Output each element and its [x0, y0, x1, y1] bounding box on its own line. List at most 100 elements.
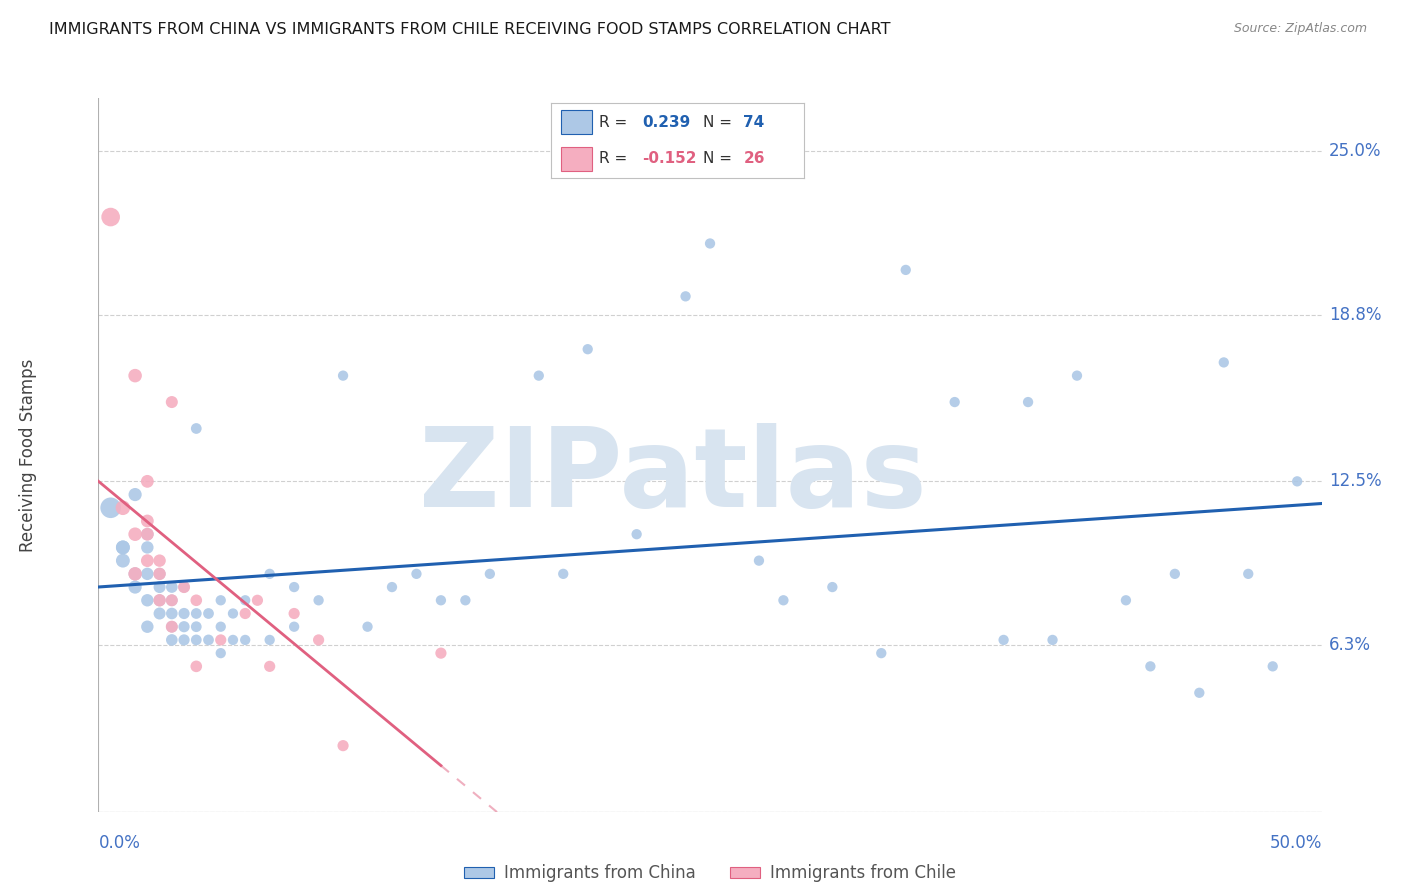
- Point: [186, 620, 208, 634]
- Point: [222, 607, 245, 621]
- Point: [124, 527, 146, 541]
- Text: 18.8%: 18.8%: [1329, 306, 1381, 324]
- Point: [430, 593, 453, 607]
- Point: [943, 395, 966, 409]
- Point: [233, 593, 256, 607]
- Text: 0.239: 0.239: [643, 115, 690, 130]
- Point: [870, 646, 893, 660]
- Point: [209, 646, 232, 660]
- Point: [173, 632, 195, 647]
- Point: [160, 607, 183, 621]
- Point: [149, 554, 172, 568]
- Text: R =: R =: [599, 115, 633, 130]
- Text: ZIPatlas: ZIPatlas: [419, 423, 927, 530]
- Text: 6.3%: 6.3%: [1329, 636, 1371, 654]
- Point: [233, 607, 256, 621]
- Point: [111, 500, 134, 515]
- Point: [626, 527, 648, 541]
- Point: [209, 632, 232, 647]
- Point: [894, 263, 917, 277]
- Legend: Immigrants from China, Immigrants from Chile: Immigrants from China, Immigrants from C…: [458, 858, 962, 889]
- Point: [160, 395, 183, 409]
- Point: [1188, 686, 1211, 700]
- Point: [356, 620, 378, 634]
- Point: [576, 342, 599, 356]
- Point: [173, 580, 195, 594]
- Point: [308, 632, 330, 647]
- Point: [149, 593, 172, 607]
- Point: [160, 632, 183, 647]
- Point: [136, 566, 159, 581]
- Point: [332, 739, 354, 753]
- Point: [381, 580, 404, 594]
- Point: [993, 632, 1015, 647]
- Point: [821, 580, 844, 594]
- Point: [124, 566, 146, 581]
- Point: [197, 632, 219, 647]
- Point: [1237, 566, 1260, 581]
- Point: [1066, 368, 1088, 383]
- Text: R =: R =: [599, 151, 633, 166]
- Point: [283, 580, 305, 594]
- Point: [1286, 475, 1309, 489]
- Text: N =: N =: [703, 115, 737, 130]
- Text: 74: 74: [744, 115, 765, 130]
- Point: [173, 580, 195, 594]
- Point: [111, 541, 134, 555]
- Point: [186, 421, 208, 435]
- Point: [527, 368, 550, 383]
- Text: N =: N =: [703, 151, 737, 166]
- Point: [100, 500, 122, 515]
- Point: [160, 593, 183, 607]
- Point: [1042, 632, 1064, 647]
- Point: [149, 580, 172, 594]
- Text: 26: 26: [744, 151, 765, 166]
- Point: [124, 487, 146, 501]
- Point: [1017, 395, 1039, 409]
- Point: [160, 580, 183, 594]
- Point: [136, 514, 159, 528]
- Point: [124, 580, 146, 594]
- Point: [136, 620, 159, 634]
- Text: -0.152: -0.152: [643, 151, 696, 166]
- Bar: [561, 146, 592, 171]
- Point: [259, 566, 281, 581]
- Point: [124, 368, 146, 383]
- Point: [675, 289, 697, 303]
- Text: 12.5%: 12.5%: [1329, 473, 1381, 491]
- Point: [1261, 659, 1284, 673]
- Point: [186, 593, 208, 607]
- Point: [283, 607, 305, 621]
- Point: [233, 632, 256, 647]
- Point: [111, 541, 134, 555]
- Point: [308, 593, 330, 607]
- Point: [186, 607, 208, 621]
- Point: [283, 620, 305, 634]
- Point: [149, 607, 172, 621]
- Point: [186, 632, 208, 647]
- Point: [478, 566, 501, 581]
- Bar: [561, 111, 592, 135]
- Point: [136, 475, 159, 489]
- Text: 25.0%: 25.0%: [1329, 142, 1381, 160]
- Point: [149, 566, 172, 581]
- Point: [209, 593, 232, 607]
- Point: [259, 632, 281, 647]
- Point: [136, 554, 159, 568]
- Point: [1139, 659, 1161, 673]
- Point: [222, 632, 245, 647]
- Point: [100, 210, 122, 224]
- Point: [454, 593, 477, 607]
- Point: [209, 620, 232, 634]
- Text: Source: ZipAtlas.com: Source: ZipAtlas.com: [1233, 22, 1367, 36]
- Point: [160, 620, 183, 634]
- Text: IMMIGRANTS FROM CHINA VS IMMIGRANTS FROM CHILE RECEIVING FOOD STAMPS CORRELATION: IMMIGRANTS FROM CHINA VS IMMIGRANTS FROM…: [49, 22, 891, 37]
- Point: [173, 607, 195, 621]
- Point: [160, 620, 183, 634]
- Text: Receiving Food Stamps: Receiving Food Stamps: [20, 359, 37, 551]
- Point: [748, 554, 770, 568]
- Point: [699, 236, 721, 251]
- Point: [1164, 566, 1187, 581]
- Point: [197, 607, 219, 621]
- Point: [553, 566, 575, 581]
